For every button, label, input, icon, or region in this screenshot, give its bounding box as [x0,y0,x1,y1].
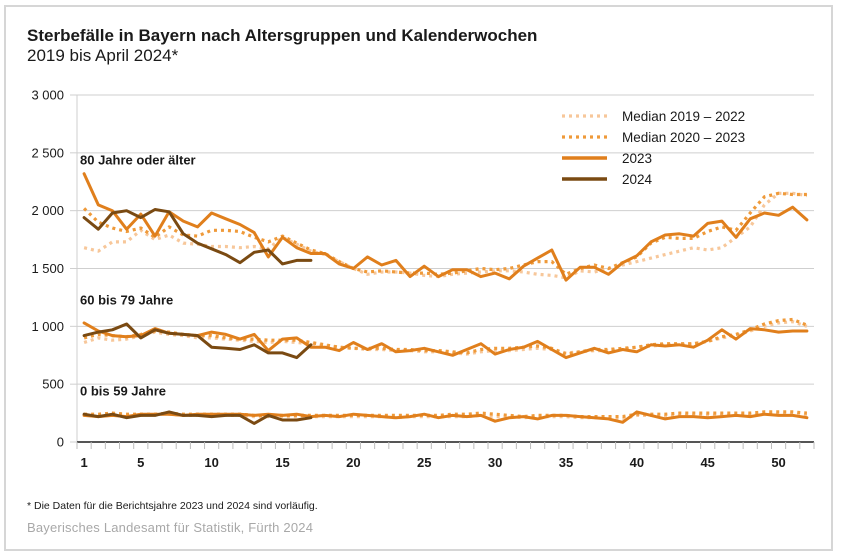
y-tick-label: 3 000 [31,88,64,103]
x-tick-label: 1 [80,455,87,470]
x-tick-label: 20 [346,455,360,470]
age-group-label: 60 bis 79 Jahre [80,292,173,307]
grid [77,94,814,385]
x-tick-label: 5 [137,455,144,470]
x-tick-label: 50 [771,455,785,470]
footnote: * Die Daten für die Berichtsjahre 2023 u… [27,500,318,512]
legend-label: Median 2020 – 2023 [622,130,745,145]
x-tick-label: 40 [630,455,644,470]
x-tick-label: 45 [700,455,714,470]
y-tick-label: 1 000 [31,319,64,334]
age-group-label: 80 Jahre oder älter [80,152,196,167]
chart-subtitle: 2019 bis April 2024* [27,46,179,65]
y-tick-label: 500 [42,377,64,392]
series-line-y2023-group-3 [82,410,809,424]
y-tick-label: 2 000 [31,203,64,218]
x-tick-label: 10 [204,455,218,470]
group-labels: 80 Jahre oder älter 60 bis 79 Jahre 0 bis … [80,152,196,398]
y-tick-label: 0 [57,435,64,450]
legend: Median 2019 – 2022 Median 2020 – 2023 2023… [562,109,745,187]
series-line-y2024-group-2 [82,322,313,360]
legend-label: 2024 [622,172,653,187]
age-group-label: 0 bis 59 Jahre [80,384,166,399]
series-line-median-2020-2023-group-2 [83,317,808,356]
x-tick-label: 15 [275,455,289,470]
source-credit: Bayerisches Landesamt für Statistik, Für… [27,520,314,535]
x-tick-label: 25 [417,455,431,470]
chart-title: Sterbefälle in Bayern nach Altersgruppen… [27,26,538,45]
series [82,172,809,425]
chart-frame [4,5,833,551]
legend-label: 2023 [622,151,652,166]
series-line-y2023-group-1 [82,172,809,282]
series-line-y2024-group-1 [82,208,313,266]
series-line-median-2020-2023-group-1 [82,191,807,276]
x-tick-label: 35 [559,455,573,470]
series-line-y2023-group-2 [82,321,809,360]
y-tick-label: 2 500 [31,145,64,160]
legend-label: Median 2019 – 2022 [622,109,745,124]
x-tick-label: 30 [488,455,502,470]
series-line-y2024-group-3 [82,410,313,425]
y-tick-label: 1 500 [31,261,64,276]
